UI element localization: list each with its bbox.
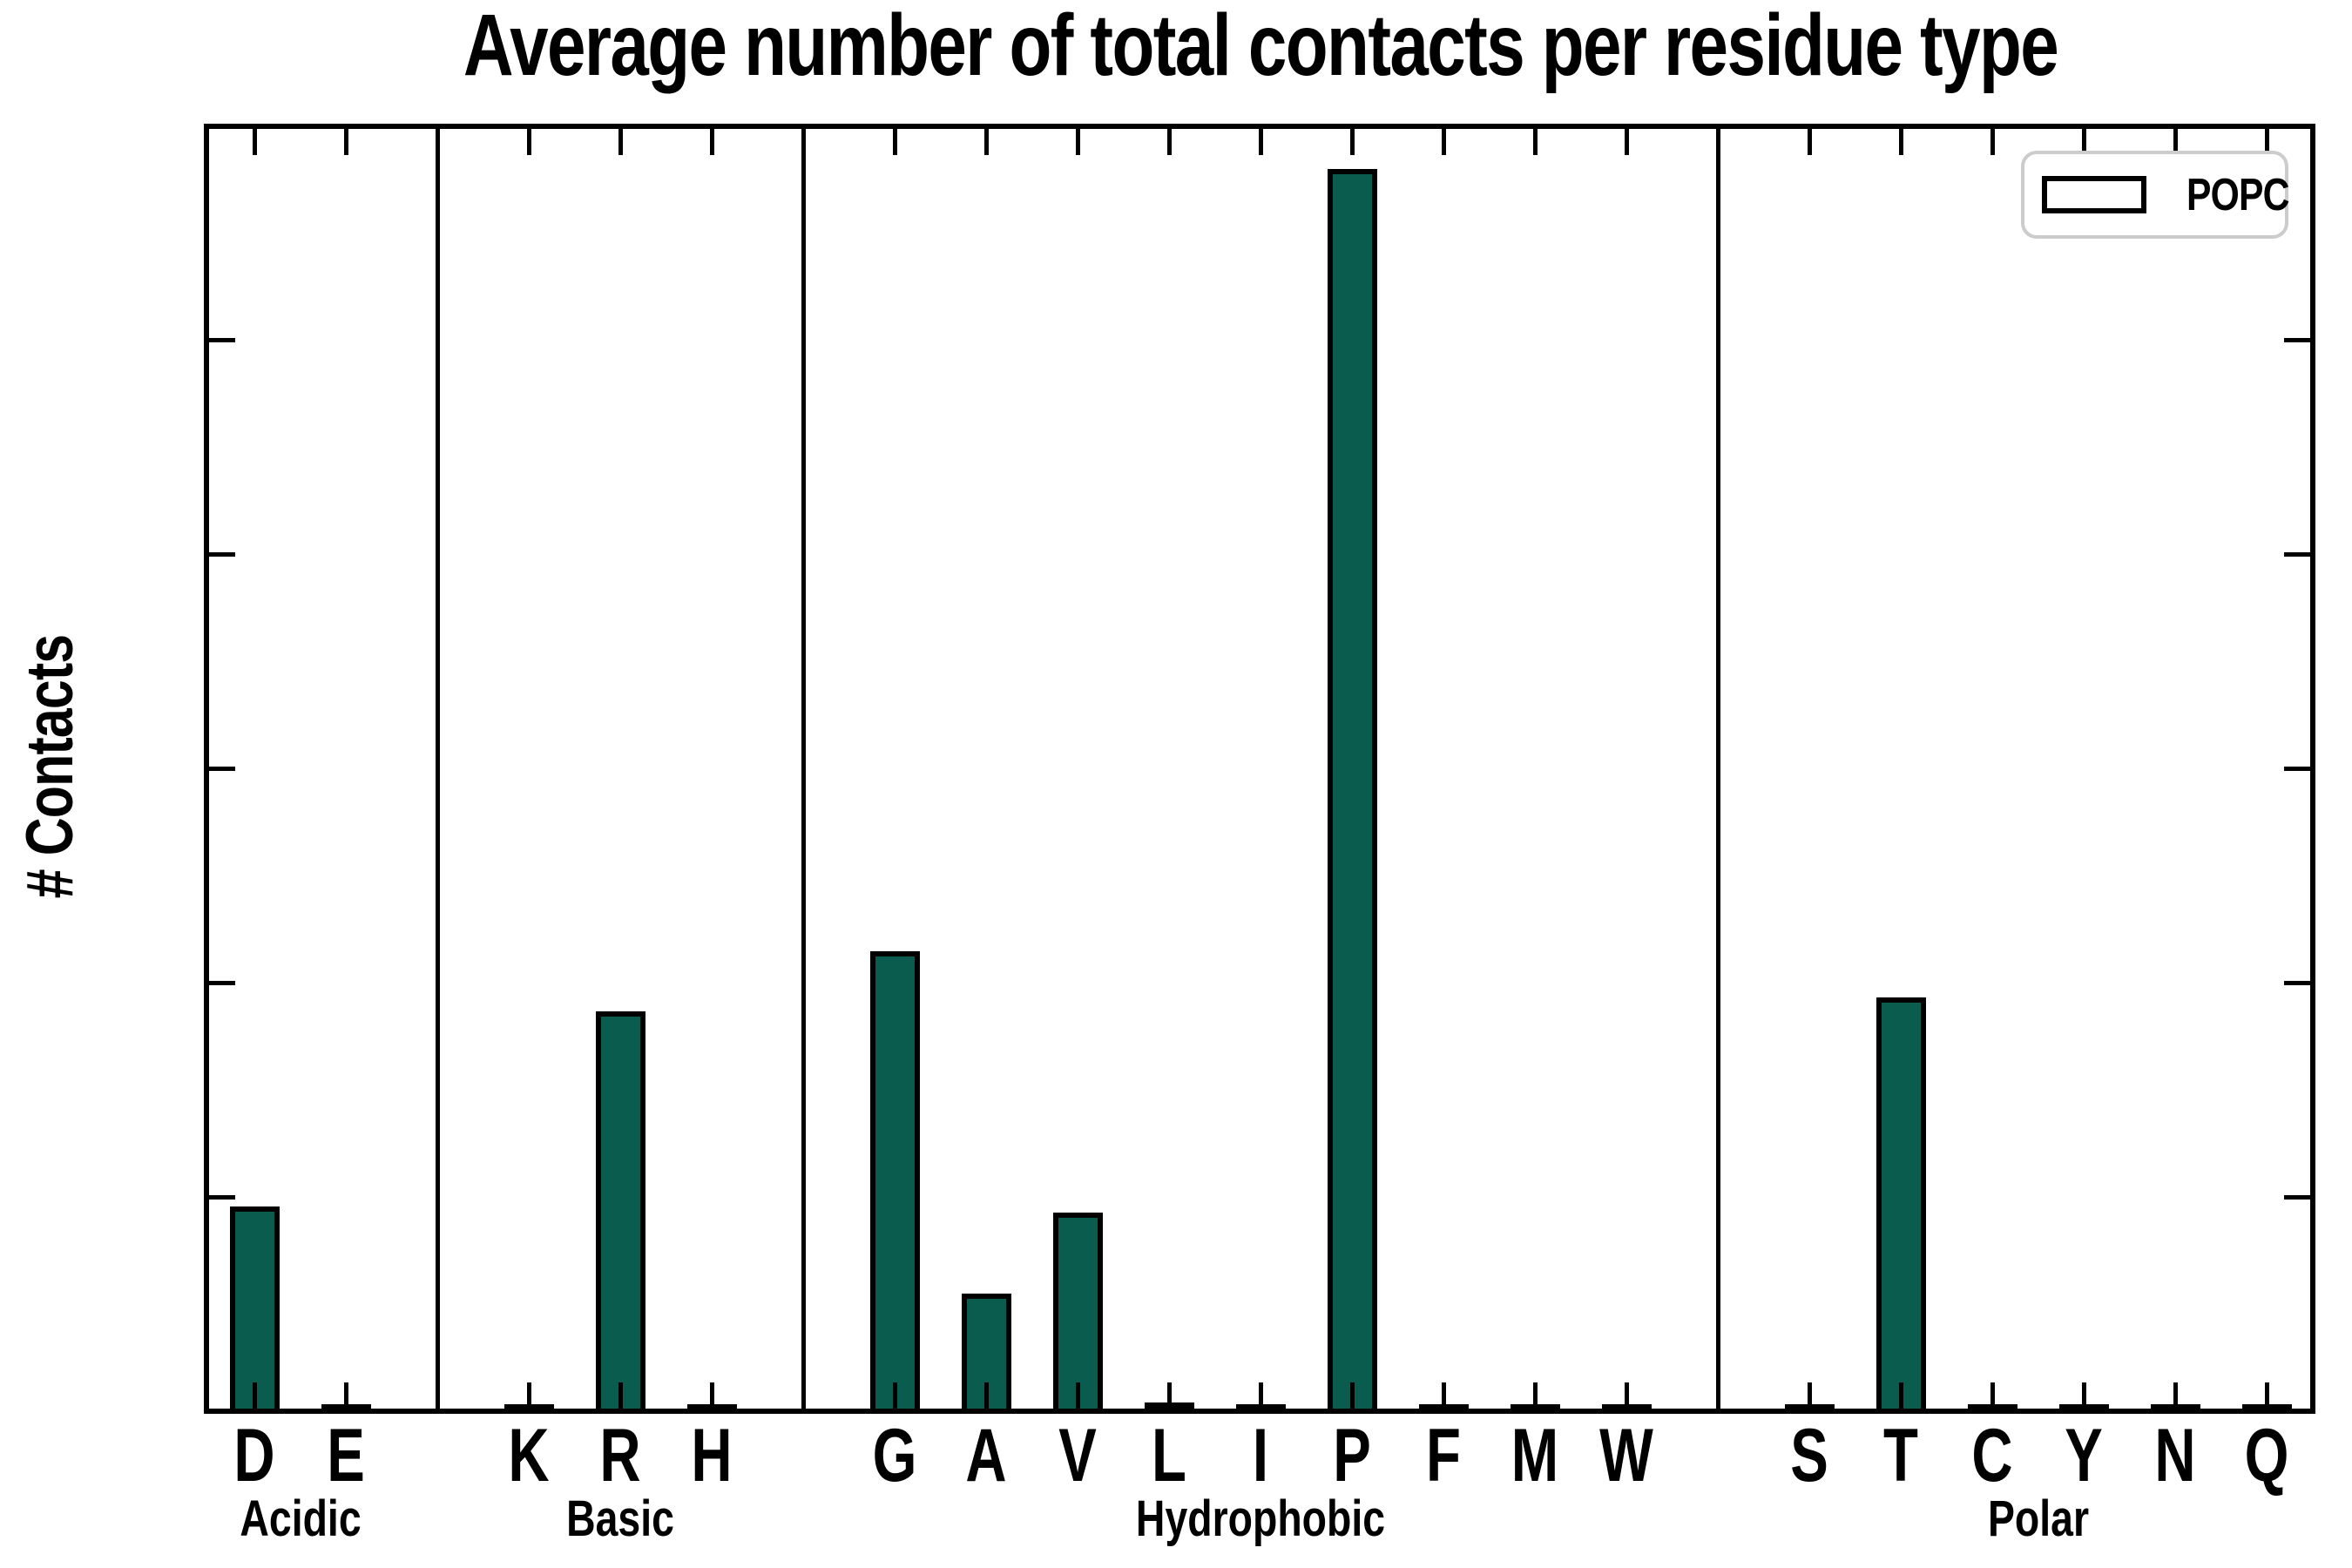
legend-swatch-popc: [2042, 176, 2146, 213]
x-tick-Q: [2264, 1382, 2269, 1409]
x-tick-W: [1624, 1382, 1629, 1409]
y-tick-left-2: [209, 1194, 235, 1200]
y-tick-right-8: [2284, 552, 2310, 558]
x-tick-label-R: R: [599, 1414, 641, 1497]
group-label-hydrophobic: Hydrophobic: [1135, 1490, 1386, 1547]
x-tick-label-A: A: [965, 1414, 1007, 1497]
x-tick-top-E: [343, 129, 348, 155]
x-tick-label-P: P: [1333, 1414, 1371, 1497]
y-axis-label: # Contacts: [13, 634, 87, 899]
x-tick-top-M: [1532, 129, 1538, 155]
x-tick-top-L: [1166, 129, 1172, 155]
x-tick-label-W: W: [1599, 1414, 1653, 1497]
x-tick-K: [526, 1382, 531, 1409]
x-tick-top-S: [1807, 129, 1812, 155]
x-tick-label-T: T: [1883, 1414, 1918, 1497]
x-tick-L: [1166, 1382, 1172, 1409]
x-tick-top-H: [709, 129, 714, 155]
y-tick-right-0: [2284, 1409, 2310, 1414]
y-tick-right-2: [2284, 1194, 2310, 1200]
x-tick-top-N: [2173, 129, 2178, 155]
bar-D: [229, 1206, 280, 1414]
bar-T: [1876, 997, 1926, 1414]
y-tick-right-12: [2284, 124, 2310, 129]
x-tick-top-G: [892, 129, 897, 155]
x-tick-label-Q: Q: [2244, 1414, 2289, 1497]
y-tick-left-4: [209, 980, 235, 985]
x-tick-F: [1441, 1382, 1446, 1409]
x-tick-top-C: [1990, 129, 1995, 155]
bar-V: [1052, 1213, 1103, 1414]
x-tick-label-V: V: [1058, 1414, 1097, 1497]
x-tick-top-D: [252, 129, 257, 155]
x-tick-R: [618, 1382, 623, 1409]
x-tick-D: [252, 1382, 257, 1409]
x-tick-A: [983, 1382, 989, 1409]
x-tick-label-E: E: [327, 1414, 365, 1497]
y-tick-left-12: [209, 124, 235, 129]
x-tick-label-F: F: [1426, 1414, 1461, 1497]
x-tick-I: [1258, 1382, 1263, 1409]
x-tick-S: [1807, 1382, 1812, 1409]
legend-label: POPC: [2186, 169, 2289, 220]
x-tick-label-I: I: [1252, 1414, 1269, 1497]
y-tick-left-6: [209, 767, 235, 771]
y-tick-right-10: [2284, 338, 2310, 343]
bar-P: [1327, 168, 1377, 1414]
x-tick-label-G: G: [872, 1414, 917, 1497]
x-tick-label-L: L: [1152, 1414, 1186, 1497]
x-tick-N: [2173, 1382, 2178, 1409]
x-tick-label-S: S: [1790, 1414, 1828, 1497]
x-tick-top-V: [1075, 129, 1080, 155]
x-tick-E: [343, 1382, 348, 1409]
x-tick-Y: [2081, 1382, 2086, 1409]
x-tick-label-D: D: [233, 1414, 275, 1497]
legend: POPC: [2021, 151, 2289, 239]
plot-area-frame: [204, 124, 2315, 1414]
group-label-basic: Basic: [566, 1490, 674, 1547]
x-tick-top-I: [1258, 129, 1263, 155]
chart-title: Average number of total contacts per res…: [463, 0, 2059, 94]
x-tick-label-Y: Y: [2065, 1414, 2103, 1497]
x-tick-top-Q: [2264, 129, 2269, 155]
y-tick-right-6: [2284, 767, 2310, 771]
x-tick-top-P: [1349, 129, 1355, 155]
x-tick-P: [1349, 1382, 1355, 1409]
x-tick-top-W: [1624, 129, 1629, 155]
group-label-polar: Polar: [1987, 1490, 2089, 1547]
x-tick-label-K: K: [508, 1414, 550, 1497]
group-divider-line: [801, 126, 806, 1411]
x-tick-top-R: [618, 129, 623, 155]
x-tick-H: [709, 1382, 714, 1409]
x-tick-label-C: C: [1971, 1414, 2013, 1497]
x-tick-G: [892, 1382, 897, 1409]
x-tick-label-N: N: [2154, 1414, 2196, 1497]
y-tick-left-8: [209, 552, 235, 558]
group-divider-line: [435, 126, 440, 1411]
x-tick-label-H: H: [691, 1414, 733, 1497]
x-tick-M: [1532, 1382, 1538, 1409]
x-tick-top-T: [1898, 129, 1903, 155]
bar-R: [595, 1010, 645, 1414]
x-tick-top-F: [1441, 129, 1446, 155]
group-label-acidic: Acidic: [239, 1490, 362, 1547]
x-tick-top-A: [983, 129, 989, 155]
x-tick-label-M: M: [1511, 1414, 1559, 1497]
x-tick-top-Y: [2081, 129, 2086, 155]
group-divider-line: [1715, 126, 1720, 1411]
y-tick-left-0: [209, 1409, 235, 1414]
x-tick-C: [1990, 1382, 1995, 1409]
x-tick-top-K: [526, 129, 531, 155]
y-tick-left-10: [209, 338, 235, 343]
bar-G: [869, 951, 920, 1414]
x-tick-V: [1075, 1382, 1080, 1409]
y-tick-right-4: [2284, 980, 2310, 985]
x-tick-T: [1898, 1382, 1903, 1409]
